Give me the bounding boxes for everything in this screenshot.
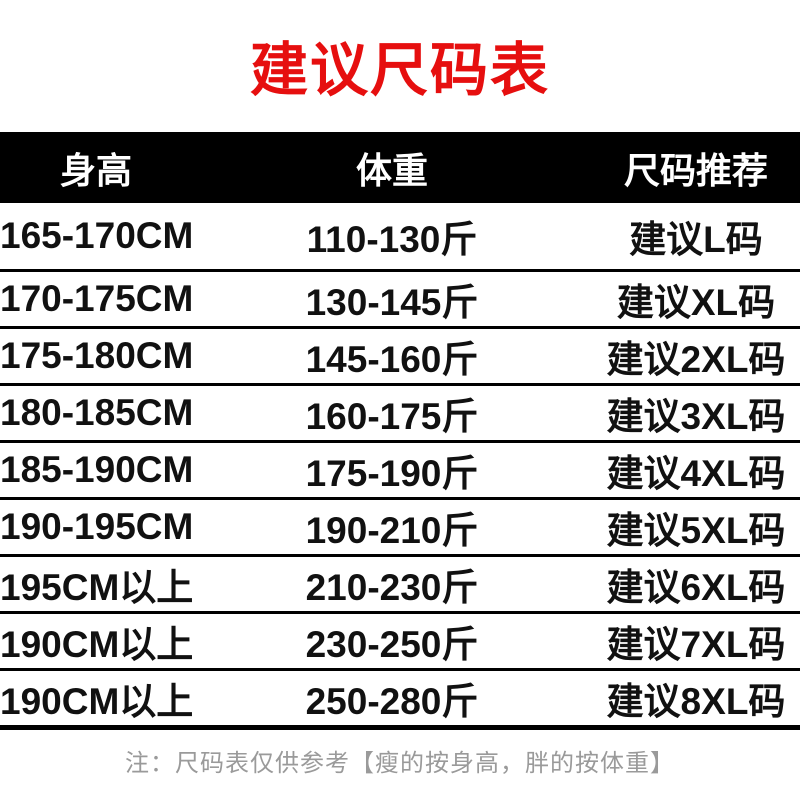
table-row: 195CM以上 210-230斤 建议6XL码 — [0, 557, 800, 614]
cell-size: 建议2XL码 — [606, 339, 786, 380]
table-header-row: 身高 体重 尺码推荐 — [0, 132, 800, 203]
header-cell-weight: 体重 — [355, 149, 428, 191]
cell-size: 建议6XL码 — [606, 567, 786, 608]
cell-size: 建议3XL码 — [606, 396, 786, 437]
cell-size: 建议L码 — [629, 219, 763, 260]
table-row: 165-170CM 110-130斤 建议L码 — [0, 203, 800, 272]
cell-weight: 250-280斤 — [305, 681, 479, 722]
table-row: 175-180CM 145-160斤 建议2XL码 — [0, 329, 800, 386]
table-body: 165-170CM 110-130斤 建议L码 170-175CM 130-14… — [0, 203, 800, 730]
cell-weight: 145-160斤 — [305, 339, 479, 380]
cell-weight: 175-190斤 — [305, 453, 479, 494]
cell-height: 190CM以上 — [0, 624, 194, 665]
page-title: 建议尺码表 — [249, 38, 550, 103]
table-row: 190CM以上 250-280斤 建议8XL码 — [0, 671, 800, 730]
cell-height: 185-190CM — [0, 449, 194, 490]
cell-size: 建议8XL码 — [606, 681, 786, 722]
table-row: 185-190CM 175-190斤 建议4XL码 — [0, 443, 800, 500]
cell-height: 190-195CM — [0, 506, 194, 547]
table-row: 170-175CM 130-145斤 建议XL码 — [0, 272, 800, 329]
cell-weight: 110-130斤 — [306, 219, 478, 260]
cell-weight: 230-250斤 — [305, 624, 479, 665]
reference-note: 注：尺码表仅供参考【瘦的按身高，胖的按体重】 — [125, 750, 675, 777]
table-row: 180-185CM 160-175斤 建议3XL码 — [0, 386, 800, 443]
cell-height: 175-180CM — [0, 335, 194, 376]
table-row: 190-195CM 190-210斤 建议5XL码 — [0, 500, 800, 557]
cell-size: 建议4XL码 — [606, 453, 786, 494]
header-cell-height: 身高 — [59, 149, 132, 191]
cell-size: 建议5XL码 — [606, 510, 786, 551]
cell-weight: 160-175斤 — [305, 396, 479, 437]
cell-size: 建议XL码 — [616, 282, 776, 323]
cell-weight: 210-230斤 — [305, 567, 479, 608]
cell-weight: 190-210斤 — [305, 510, 479, 551]
cell-height: 190CM以上 — [0, 681, 194, 722]
cell-height: 170-175CM — [0, 278, 194, 319]
cell-size: 建议7XL码 — [606, 624, 786, 665]
table-row: 190CM以上 230-250斤 建议7XL码 — [0, 614, 800, 671]
cell-height: 165-170CM — [0, 215, 194, 256]
header-cell-size: 尺码推荐 — [623, 149, 768, 191]
cell-height: 180-185CM — [0, 392, 194, 433]
cell-weight: 130-145斤 — [305, 282, 479, 323]
cell-height: 195CM以上 — [0, 567, 194, 608]
